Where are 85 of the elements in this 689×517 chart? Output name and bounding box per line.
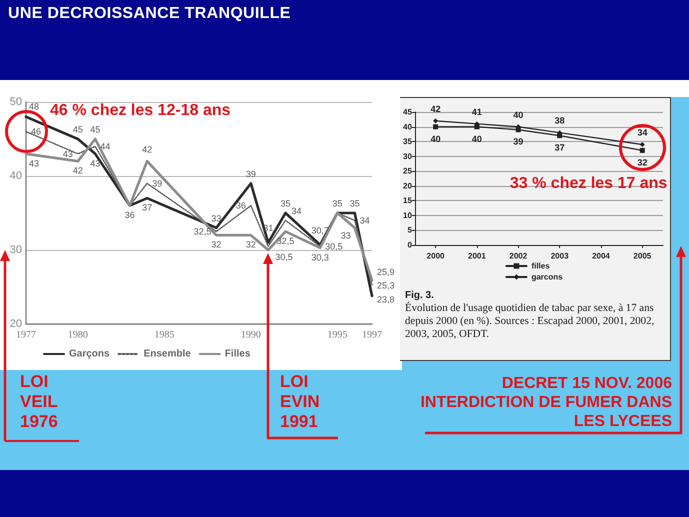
y-tick-label: 40 [10, 170, 22, 182]
data-label: 39 [246, 168, 256, 179]
y-tick-label: 40 [402, 122, 412, 132]
data-label: 32,5 [276, 236, 294, 246]
data-label: 39 [152, 178, 162, 188]
y-tick-label: 35 [402, 137, 412, 146]
y-tick-label: 45 [402, 108, 412, 116]
legend-label: Filles [224, 348, 251, 360]
annotation: 33 % chez les 17 ans [510, 175, 668, 194]
data-label: 25,3 [377, 280, 395, 290]
legend-label: Garçons [69, 348, 110, 360]
data-label: 45 [72, 124, 83, 134]
data-label: 33 [340, 230, 351, 240]
y-tick-label: 5 [407, 226, 412, 235]
y-tick-label: 0 [407, 240, 412, 250]
data-label: 30,5 [325, 241, 343, 252]
data-label: 34 [292, 206, 302, 216]
data-label: 33 [211, 213, 222, 224]
data-label: 42 [72, 166, 83, 176]
data-label: 48 [29, 101, 40, 112]
y-tick-label: 15 [402, 196, 412, 206]
data-label: 43 [29, 158, 40, 168]
y-tick-label: 30 [402, 152, 412, 161]
caption: Fig. 3. [405, 290, 434, 301]
text: Évolution de l'usage quotidien de tabac par sexe, à 17 ans depuis 2000 (en %). Sources : Escapad 2000, 2001, 2002, 2003, 2005, OFDT. [405, 302, 656, 341]
data-label: 37 [142, 202, 152, 213]
y-tick-label: 10 [402, 210, 412, 220]
x-tick-label: 1990 [240, 330, 261, 340]
data-label: 44 [100, 141, 110, 152]
chart-title: UNE DECROISSANCE TRANQUILLE [8, 5, 291, 23]
data-label: 37 [554, 142, 565, 153]
data-label: 46 [31, 126, 42, 137]
legend-label: filles [531, 262, 550, 270]
x-tick-label: 2000 [426, 252, 446, 260]
data-label: 41 [472, 106, 482, 117]
x-tick-label: 1980 [68, 330, 88, 340]
data-label: 32 [637, 157, 648, 168]
data-label: 35 [332, 198, 342, 208]
data-label: 32 [246, 240, 256, 250]
x-tick-label: 1985 [154, 330, 174, 340]
y-tick-label: 20 [402, 181, 412, 190]
data-label: 34 [360, 215, 370, 226]
data-label: 42 [142, 144, 152, 155]
data-label: 30,5 [275, 252, 293, 262]
data-label: 42 [430, 104, 441, 114]
data-label: 32 [211, 240, 222, 250]
text: LOI VEIL 1976 [5, 372, 79, 442]
data-label: 40 [430, 134, 441, 144]
data-label: 40 [472, 134, 482, 144]
data-label: 30,3 [311, 252, 329, 262]
annotation: 46 % chez les 12-18 ans [50, 102, 231, 120]
point [433, 124, 438, 130]
data-label: 25,9 [377, 266, 395, 277]
data-label: 40 [513, 110, 524, 120]
x-tick-label: 2001 [468, 252, 486, 260]
x-tick-label: 1997 [362, 330, 382, 340]
y-tick-label: 20 [10, 318, 22, 330]
data-label: 36 [236, 200, 246, 211]
x-tick-label: 2005 [633, 252, 652, 260]
text: LOI EVIN 1991 [280, 372, 320, 432]
data-label: 43 [90, 158, 100, 168]
x-tick-label: 2004 [592, 252, 610, 260]
x-tick-label: 1977 [16, 330, 36, 340]
data-label: 32,5 [194, 226, 212, 236]
y-tick-label: 50 [10, 96, 22, 108]
data-label: 35 [280, 198, 291, 208]
data-label: 38 [554, 116, 565, 126]
point [640, 142, 645, 148]
data-label: 43 [62, 148, 73, 159]
y-tick-label: 25 [402, 166, 412, 176]
text: DECRET 15 NOV. 2006 INTERDICTION DE FUMER DANS LES LYCEES [419, 374, 672, 431]
x-tick-label: 1995 [327, 330, 348, 340]
legend-label: Ensemble [144, 348, 192, 360]
data-label: 36 [124, 210, 135, 220]
data-label: 34 [637, 128, 648, 138]
y-tick-label: 30 [10, 244, 22, 256]
legend-label: garcons [531, 272, 564, 282]
data-label: 23,8 [377, 294, 395, 304]
data-label: 35 [350, 198, 360, 208]
x-tick-label: 2002 [509, 252, 528, 260]
x-tick-label: 2003 [550, 252, 570, 260]
data-label: 45 [90, 124, 100, 134]
point [640, 148, 645, 153]
point [433, 118, 438, 124]
data-label: 39 [513, 136, 524, 147]
